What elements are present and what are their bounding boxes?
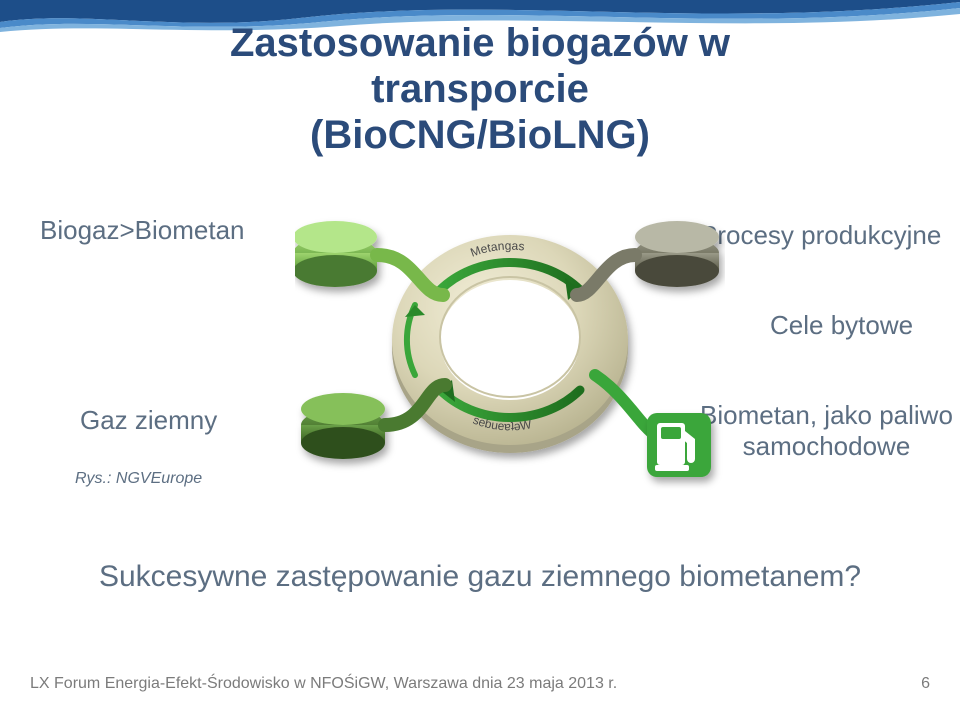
- fuel-pump-icon: [647, 413, 711, 477]
- cycle-diagram: Metangas seɓueɐʇǝW: [295, 175, 725, 515]
- label-biogaz: Biogaz>Biometan: [40, 215, 245, 246]
- label-procesy: Procesy produkcyjne: [700, 220, 941, 251]
- slide-title: Zastosowanie biogazów w transporcie (Bio…: [0, 20, 960, 158]
- label-biometan: Biometan, jako paliwo samochodowe: [700, 400, 953, 462]
- footer-text: LX Forum Energia-Efekt-Środowisko w NFOŚ…: [30, 675, 617, 693]
- title-line-1: Zastosowanie biogazów w: [0, 20, 960, 66]
- page-number: 6: [921, 675, 930, 693]
- label-biometan-line1: Biometan, jako paliwo: [700, 400, 953, 430]
- cylinder-right: [635, 221, 719, 287]
- cylinders-left: [295, 221, 377, 287]
- label-biometan-line2: samochodowe: [700, 431, 953, 462]
- figure-caption: Rys.: NGVEurope: [75, 470, 202, 488]
- question-text: Sukcesywne zastępowanie gazu ziemnego bi…: [0, 560, 960, 594]
- title-line-3: (BioCNG/BioLNG): [0, 112, 960, 158]
- label-gaz: Gaz ziemny: [80, 405, 217, 436]
- title-line-2: transporcie: [0, 66, 960, 112]
- cylinders-left-bottom: [301, 393, 385, 459]
- label-cele: Cele bytowe: [770, 310, 913, 341]
